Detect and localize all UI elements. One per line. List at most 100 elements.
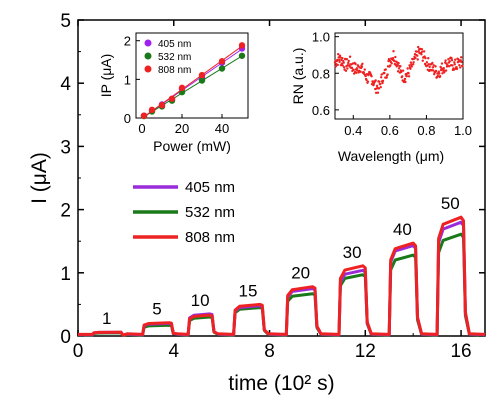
inset2-point [438, 74, 442, 78]
inset2-point [400, 70, 403, 74]
inset2-point [356, 69, 359, 72]
pulse-power-label: 20 [291, 264, 310, 283]
inset1-point [158, 102, 166, 109]
inset2-point [338, 54, 342, 57]
inset1-y-title: IP (μA) [98, 54, 114, 98]
pulse-power-label: 40 [393, 220, 412, 239]
inset2-point [427, 63, 430, 66]
inset2-x-tick-label: 0.4 [344, 123, 362, 138]
inset2-point [448, 64, 451, 68]
inset2-point [337, 53, 340, 56]
inset2-point [444, 69, 448, 72]
inset1-point [168, 95, 176, 102]
inset2-point [450, 56, 453, 60]
inset2-point [407, 72, 410, 75]
inset1-legend-label: 532 nm [158, 52, 191, 63]
inset2-point [420, 53, 423, 56]
inset2-point [438, 72, 441, 75]
inset2-point [411, 63, 415, 66]
inset2-point [437, 70, 440, 73]
inset2-point [344, 69, 348, 72]
inset1-point [198, 71, 206, 79]
inset2-point [341, 57, 344, 60]
inset2-point [396, 70, 400, 73]
inset2-point [406, 67, 409, 70]
inset2-point [336, 63, 339, 67]
inset2-point [408, 64, 411, 67]
inset2-point [420, 47, 424, 51]
inset2-point [428, 65, 431, 69]
inset2-point [386, 73, 389, 76]
pulse-power-label: 15 [239, 281, 258, 300]
inset2-point [379, 82, 382, 86]
inset2-point [461, 64, 464, 68]
inset2-point [361, 62, 364, 65]
inset1-point [148, 106, 156, 114]
inset2-point [380, 73, 383, 76]
inset2-point [341, 64, 344, 67]
inset2-point [459, 66, 462, 69]
pulse-power-label: 5 [152, 300, 161, 319]
y-tick-label: 2 [60, 201, 71, 222]
y-tick-label: 5 [60, 11, 71, 32]
inset2-point [455, 67, 459, 71]
inset2-y-tick-label: 0.8 [312, 66, 330, 81]
inset2-point [378, 80, 381, 83]
legend-label: 808 nm [185, 229, 235, 246]
y-tick-label: 0 [60, 327, 71, 348]
inset2-point [355, 67, 359, 70]
y-tick-label: 1 [60, 264, 71, 285]
inset2-point [372, 82, 376, 86]
pulse-power-label: 50 [441, 194, 460, 213]
inset2-point [401, 69, 405, 72]
inset1-x-tick-label: 20 [175, 121, 189, 136]
inset2-point [448, 60, 451, 63]
inset2-point [390, 62, 393, 65]
inset2-point [352, 68, 355, 72]
inset1-legend-marker [144, 39, 152, 47]
inset2-point [337, 58, 341, 62]
inset2-point [397, 61, 400, 65]
inset2-point [403, 77, 407, 81]
x-tick-label: 16 [450, 341, 471, 362]
inset2-point [392, 50, 395, 53]
inset1-x-title: Power (mW) [153, 138, 231, 154]
inset1-point [198, 77, 206, 84]
inset2-point [366, 80, 370, 83]
inset2-point [342, 61, 345, 64]
inset2-point [451, 64, 454, 67]
inset2-point [338, 60, 341, 64]
inset2-point [417, 45, 420, 49]
inset2-point [444, 59, 447, 62]
inset2-y-title: RN (a.u.) [290, 48, 306, 105]
inset1-point [140, 112, 148, 119]
inset2-point [351, 62, 355, 65]
inset2-point [364, 74, 367, 78]
x-tick-label: 4 [168, 341, 179, 362]
inset2-point [350, 66, 354, 70]
inset2-point [340, 62, 344, 65]
x-axis-title: time (10² s) [228, 372, 334, 395]
trace-405-nm [78, 220, 486, 337]
inset2-point [383, 71, 386, 75]
inset2-point [339, 56, 342, 59]
legend-label: 532 nm [185, 204, 235, 221]
inset1-point [178, 84, 186, 92]
inset2-point [340, 58, 343, 62]
inset1-y-tick-label: 1 [124, 72, 131, 87]
inset2-point [354, 62, 357, 66]
inset2-point [377, 87, 381, 90]
inset2-point [458, 63, 461, 67]
inset2-point [384, 68, 387, 71]
y-tick-label: 4 [60, 74, 71, 95]
inset2-point [397, 67, 401, 70]
inset2-point [441, 72, 444, 75]
inset1-point [218, 65, 226, 72]
inset2-point [389, 64, 392, 67]
pulse-power-label: 10 [191, 291, 210, 310]
inset2-point [460, 60, 463, 64]
inset2-point [363, 68, 366, 71]
y-axis-title: I (μA) [28, 152, 51, 204]
inset2-point [394, 55, 397, 59]
